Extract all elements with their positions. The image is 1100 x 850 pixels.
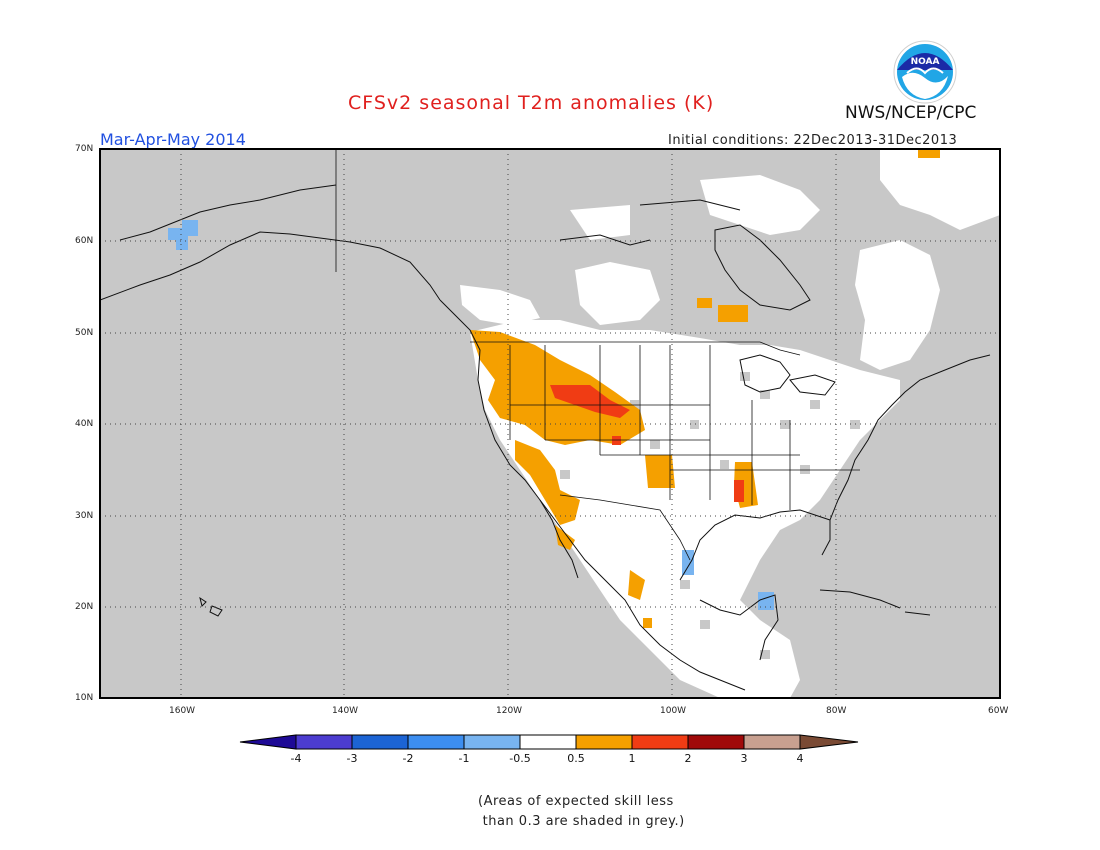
colorbar-tick-05: 0.5 <box>567 752 585 765</box>
neutral-region-hudson <box>700 175 820 235</box>
lat-label-30n: 30N <box>75 511 94 521</box>
colorbar-tick-2: 2 <box>684 752 692 765</box>
lat-label-60n: 60N <box>75 236 94 246</box>
coastlines <box>100 184 991 691</box>
neutral-region-bc <box>460 285 540 325</box>
neutral-region-prairies <box>575 262 660 325</box>
neutral-region-arctic <box>880 150 1000 230</box>
lat-label-50n: 50N <box>75 328 94 338</box>
neutral-region-nunavut <box>570 205 630 240</box>
noaa-logo: NOAA <box>893 40 957 104</box>
lat-label-20n: 20N <box>75 602 94 612</box>
chart-title: CFSv2 seasonal T2m anomalies (K) <box>348 92 715 114</box>
colorbar-tick-minus05: -0.5 <box>509 752 531 765</box>
noaa-seagull-icon <box>906 67 944 75</box>
lon-label-140w: 140W <box>332 706 359 716</box>
colorbar-tick-4: 4 <box>796 752 804 765</box>
lon-label-120w: 120W <box>496 706 523 716</box>
colorbar-tick-minus4: -4 <box>290 752 302 765</box>
noaa-logo-text: NOAA <box>911 57 940 67</box>
skill-mask-note: (Areas of expected skill less than 0.3 a… <box>478 794 685 829</box>
neutral-region-canada-east <box>855 240 940 370</box>
initial-conditions: Initial conditions: 22Dec2013-31Dec2013 <box>668 133 958 148</box>
colorbar-tick-1: 1 <box>628 752 636 765</box>
map-frame <box>99 148 1001 699</box>
agency-label: NWS/NCEP/CPC <box>845 103 977 123</box>
colorbar-tick-minus1: -1 <box>458 752 470 765</box>
lat-label-40n: 40N <box>75 419 94 429</box>
forecast-period: Mar-Apr-May 2014 <box>100 130 246 149</box>
colorbar-tick-minus3: -3 <box>346 752 358 765</box>
strong-warm-anomaly-regions <box>550 385 744 502</box>
lon-label-60w: 60W <box>988 706 1009 716</box>
lon-label-160w: 160W <box>169 706 196 716</box>
lat-label-10n: 10N <box>75 693 94 703</box>
colorbar-tick-minus2: -2 <box>402 752 414 765</box>
lon-label-100w: 100W <box>660 706 687 716</box>
colorbar-tick-3: 3 <box>740 752 748 765</box>
lat-label-70n: 70N <box>75 144 94 154</box>
lon-label-80w: 80W <box>826 706 847 716</box>
graticule <box>100 149 1000 698</box>
